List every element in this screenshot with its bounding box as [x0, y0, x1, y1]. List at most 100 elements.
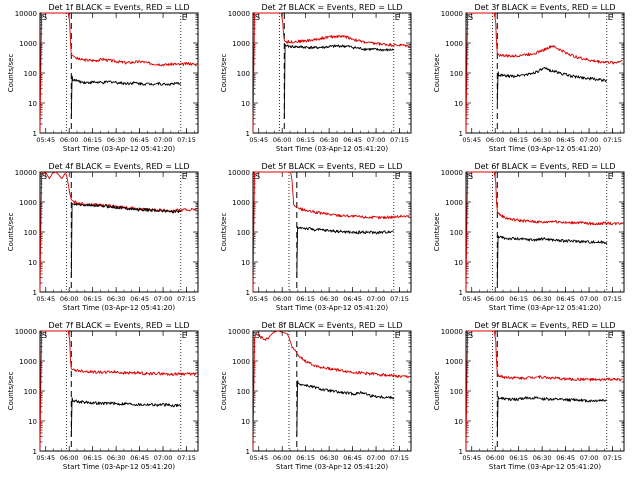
- end-marker-label: E: [395, 331, 400, 340]
- start-marker-label: S: [255, 13, 260, 22]
- end-marker-label: E: [608, 172, 613, 181]
- x-tick-label: 06:30: [533, 295, 552, 303]
- x-axis-label: Start Time (03-Apr-12 05:41:20): [276, 145, 388, 153]
- y-tick-label: 10000: [441, 10, 463, 18]
- y-tick-label: 100: [237, 388, 250, 396]
- plot-frame: [465, 12, 625, 134]
- x-tick-label: 06:00: [486, 136, 505, 144]
- y-tick-label: 1: [459, 289, 463, 297]
- start-marker-label: S: [255, 331, 260, 340]
- x-axis-label: Start Time (03-Apr-12 05:41:20): [63, 145, 175, 153]
- x-tick-label: 06:30: [533, 454, 552, 462]
- detector-panel-2: Det 2f BLACK = Events, RED = LLD 1 10 100 10…: [220, 3, 412, 153]
- series-line-lld: [39, 330, 197, 452]
- y-tick-label: 100: [237, 70, 250, 78]
- end-marker-label: E: [608, 331, 613, 340]
- y-tick-label: 1000: [445, 199, 463, 207]
- x-tick-label: 06:15: [296, 295, 315, 303]
- x-tick-label: 06:30: [107, 136, 126, 144]
- x-tick-label: 06:30: [320, 295, 339, 303]
- x-tick-label: 06:00: [486, 454, 505, 462]
- detector-panel-3: Det 3f BLACK = Events, RED = LLD 1 10 100 10…: [433, 3, 625, 153]
- x-tick-label: 06:15: [296, 454, 315, 462]
- plot-frame: [465, 171, 625, 293]
- y-axis-label: Counts/sec: [7, 213, 15, 252]
- y-tick-label: 1000: [232, 358, 250, 366]
- x-tick-label: 07:15: [390, 295, 409, 303]
- x-tick-label: 06:15: [296, 136, 315, 144]
- x-tick-label: 07:15: [177, 136, 196, 144]
- x-tick-label: 05:45: [36, 454, 55, 462]
- x-tick-label: 05:45: [249, 454, 268, 462]
- y-tick-label: 1000: [19, 199, 37, 207]
- plot-frame: [39, 12, 199, 134]
- x-tick-label: 06:45: [343, 454, 362, 462]
- detector-panel-4: Det 4f BLACK = Events, RED = LLD 1 10 100 10…: [7, 162, 199, 312]
- end-marker-label: E: [182, 331, 187, 340]
- x-tick-label: 06:45: [130, 295, 149, 303]
- x-tick-label: 06:45: [343, 136, 362, 144]
- x-tick-label: 07:00: [367, 136, 386, 144]
- panel-title: Det 6f BLACK = Events, RED = LLD: [474, 162, 615, 171]
- panel-title: Det 4f BLACK = Events, RED = LLD: [48, 162, 189, 171]
- y-axis-label: Counts/sec: [220, 372, 228, 411]
- series-line-lld: [252, 171, 410, 293]
- series-line-events: [296, 380, 395, 437]
- panel-title: Det 1f BLACK = Events, RED = LLD: [48, 3, 189, 12]
- y-tick-label: 10000: [15, 328, 37, 336]
- detector-panel-1: Det 1f BLACK = Events, RED = LLD 1 10 100 10…: [7, 3, 199, 153]
- x-tick-label: 06:30: [533, 136, 552, 144]
- start-marker-label: S: [255, 172, 260, 181]
- x-axis-label: Start Time (03-Apr-12 05:41:20): [489, 463, 601, 471]
- start-marker-label: S: [42, 13, 47, 22]
- series-line-events: [496, 67, 608, 104]
- x-tick-label: 06:45: [556, 136, 575, 144]
- detector-panel-7: Det 7f BLACK = Events, RED = LLD 1 10 100 10…: [7, 321, 199, 471]
- y-tick-label: 100: [24, 229, 37, 237]
- x-tick-label: 06:30: [107, 295, 126, 303]
- x-tick-label: 07:15: [177, 295, 196, 303]
- x-tick-label: 07:15: [603, 454, 622, 462]
- y-axis-label: Counts/sec: [433, 213, 441, 252]
- y-tick-label: 100: [237, 229, 250, 237]
- y-tick-label: 10: [28, 418, 37, 426]
- series-line-events: [70, 75, 182, 119]
- start-marker-label: S: [468, 331, 473, 340]
- x-tick-label: 07:00: [154, 454, 173, 462]
- x-tick-label: 06:00: [273, 136, 292, 144]
- x-tick-label: 07:15: [603, 295, 622, 303]
- x-tick-label: 06:45: [556, 454, 575, 462]
- x-tick-label: 06:15: [509, 295, 528, 303]
- x-tick-label: 05:45: [462, 295, 481, 303]
- series-line-lld: [465, 171, 623, 293]
- series-line-lld: [252, 330, 410, 452]
- series-line-events: [496, 396, 607, 437]
- start-marker-label: S: [42, 172, 47, 181]
- plot-frame: [252, 171, 412, 293]
- y-tick-label: 10000: [441, 169, 463, 177]
- x-tick-label: 05:45: [249, 136, 268, 144]
- series-line-lld: [39, 171, 197, 293]
- y-tick-label: 1: [33, 289, 37, 297]
- y-tick-label: 1000: [232, 199, 250, 207]
- y-tick-label: 1: [246, 448, 250, 456]
- detector-panel-6: Det 6f BLACK = Events, RED = LLD 1 10 100 10…: [433, 162, 625, 312]
- y-tick-label: 10000: [15, 169, 37, 177]
- x-tick-label: 05:45: [462, 454, 481, 462]
- x-axis-label: Start Time (03-Apr-12 05:41:20): [489, 145, 601, 153]
- y-tick-label: 10000: [15, 10, 37, 18]
- x-axis-label: Start Time (03-Apr-12 05:41:20): [63, 463, 175, 471]
- x-tick-label: 07:00: [367, 295, 386, 303]
- x-tick-label: 06:00: [60, 454, 79, 462]
- y-tick-label: 1: [246, 130, 250, 138]
- panel-title: Det 7f BLACK = Events, RED = LLD: [48, 321, 189, 330]
- series-line-events: [70, 397, 182, 437]
- y-tick-label: 10000: [228, 328, 250, 336]
- y-tick-label: 100: [450, 229, 463, 237]
- start-marker-label: S: [468, 13, 473, 22]
- x-tick-label: 07:00: [154, 136, 173, 144]
- plot-frame: [252, 12, 412, 134]
- series-line-events: [283, 43, 394, 119]
- x-tick-label: 06:15: [509, 136, 528, 144]
